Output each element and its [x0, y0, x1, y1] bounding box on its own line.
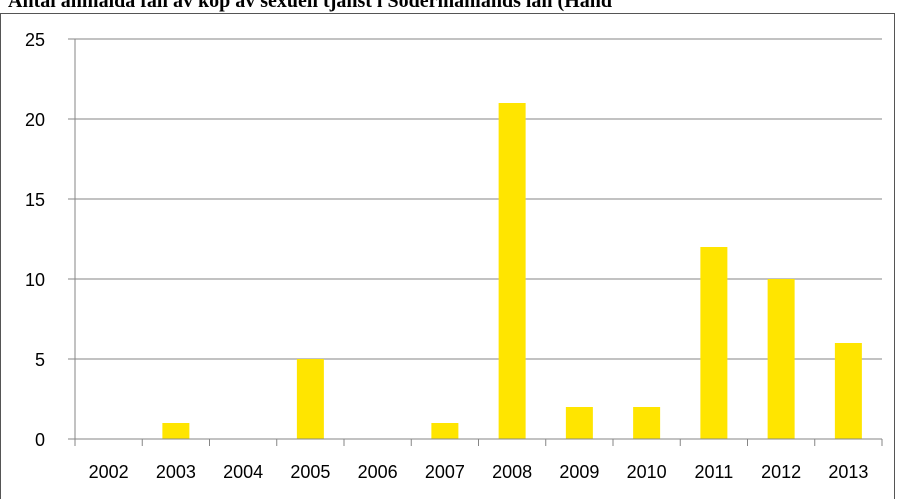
x-tick-label: 2007	[425, 462, 465, 482]
bar-2008	[498, 103, 526, 439]
bar-2013	[834, 343, 862, 439]
x-tick-label: 2012	[761, 462, 801, 482]
x-tick-label: 2010	[627, 462, 667, 482]
y-tick-label: 5	[35, 350, 45, 370]
bar-2005	[296, 359, 324, 439]
x-tick-label: 2002	[89, 462, 129, 482]
x-tick-labels: 2002 2003 2004 2005 2006 2007 2008 2009 2010 2011…	[89, 462, 869, 482]
y-tick-label: 0	[35, 430, 45, 450]
x-tick-label: 2006	[358, 462, 398, 482]
x-tick-label: 2004	[223, 462, 263, 482]
y-tick-label: 10	[25, 270, 45, 290]
x-tick-label: 2013	[828, 462, 868, 482]
bars	[162, 103, 862, 439]
x-tick-label: 2005	[290, 462, 330, 482]
y-tick-label: 20	[25, 110, 45, 130]
axes	[68, 38, 883, 446]
x-tick-label: 2008	[492, 462, 532, 482]
chart-title: Antal anmälda fall av köp av sexuell tjä…	[8, 0, 612, 12]
bar-2003	[162, 423, 190, 439]
bar-2012	[767, 279, 795, 439]
bar-2010	[633, 407, 661, 439]
chart-frame	[0, 13, 895, 499]
bar-2009	[565, 407, 593, 439]
y-tick-labels: 0 5 10 15 20 25	[25, 30, 45, 450]
x-tick-label: 2011	[695, 462, 734, 482]
gridlines	[75, 38, 882, 360]
y-tick-label: 25	[25, 30, 45, 50]
x-tick-label: 2003	[156, 462, 196, 482]
x-tick-label: 2009	[559, 462, 599, 482]
y-tick-label: 15	[25, 190, 45, 210]
bar-2007	[431, 423, 459, 439]
bar-2011	[700, 247, 728, 439]
